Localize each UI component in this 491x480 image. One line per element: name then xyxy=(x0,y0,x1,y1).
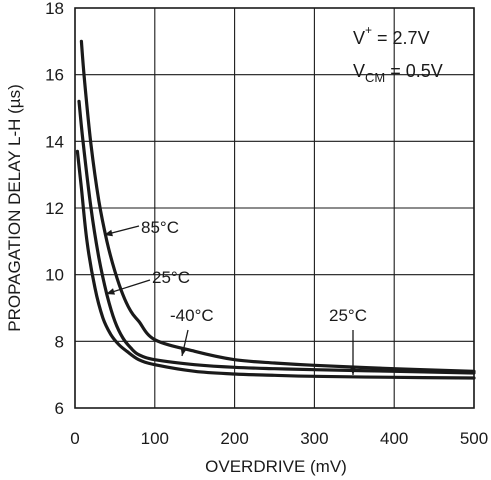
x-tick-label: 300 xyxy=(300,429,328,448)
label-25c: 25°C xyxy=(152,268,190,287)
x-axis-title: OVERDRIVE (mV) xyxy=(205,457,347,476)
series-85c-line xyxy=(79,39,476,373)
plot-frame xyxy=(74,7,475,409)
y-tick-labels: 6 8 10 12 14 16 18 xyxy=(45,0,64,418)
label-25c-right: 25°C xyxy=(329,306,367,325)
y-tick-label: 12 xyxy=(45,199,64,218)
arrowhead xyxy=(180,347,188,356)
y-tick-label: 8 xyxy=(55,332,64,351)
arrowhead xyxy=(349,366,357,375)
y-tick-label: 14 xyxy=(45,132,64,151)
label-minus40c: -40°C xyxy=(170,306,214,325)
x-tick-label: 500 xyxy=(460,429,488,448)
series-layer xyxy=(75,39,476,380)
x-tick-label: 0 xyxy=(70,429,79,448)
series-annotations: 85°C 25°C -40°C 25°C xyxy=(103,218,367,375)
arrowhead xyxy=(106,288,115,295)
conditions-annotation: V+ = 2.7V VCM = 0.5V xyxy=(353,23,443,85)
x-tick-label: 400 xyxy=(380,429,408,448)
label-85c: 85°C xyxy=(141,218,179,237)
x-tick-labels: 0 100 200 300 400 500 xyxy=(70,429,488,448)
series-minus40c-line xyxy=(75,149,476,380)
y-tick-label: 10 xyxy=(45,266,64,285)
y-tick-label: 16 xyxy=(45,66,64,85)
y-tick-label: 6 xyxy=(55,399,64,418)
series-25c-line xyxy=(77,99,476,375)
x-tick-label: 200 xyxy=(220,429,248,448)
y-tick-label: 18 xyxy=(45,0,64,18)
y-axis-title: PROPAGATION DELAY L-H (µs) xyxy=(5,84,24,332)
arrowhead xyxy=(104,229,113,237)
supply-voltage-label: V+ = 2.7V xyxy=(353,23,430,48)
x-tick-label: 100 xyxy=(141,429,169,448)
common-mode-voltage-label: VCM = 0.5V xyxy=(353,61,443,85)
